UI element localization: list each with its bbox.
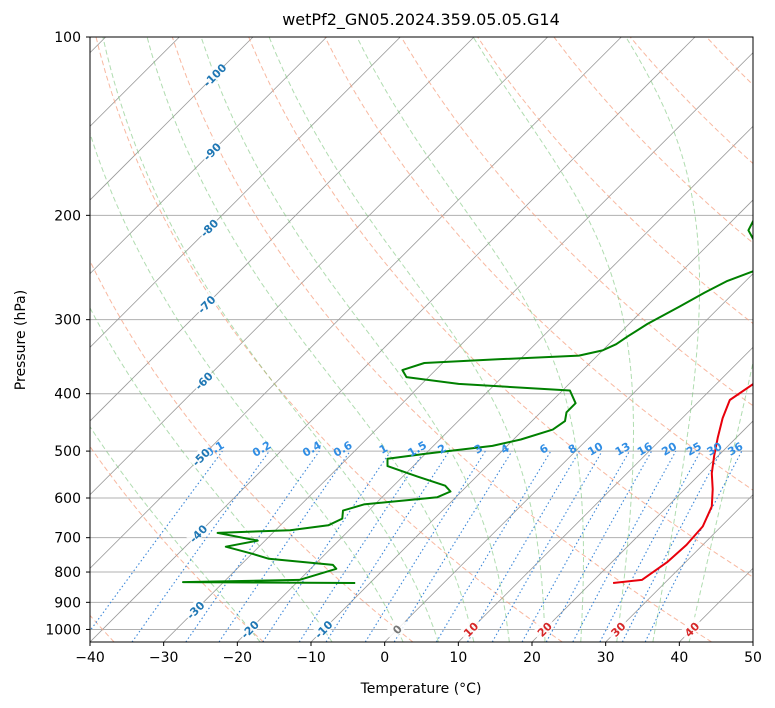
isotherm-label-bg — [199, 138, 224, 163]
isotherm-line — [384, 273, 753, 642]
dry-adiabat — [171, 37, 712, 642]
y-tick-label: 900 — [54, 595, 81, 611]
isotherm-line — [90, 37, 475, 422]
y-axis-title: Pressure (hPa) — [13, 290, 29, 390]
y-tick-label: 800 — [54, 565, 81, 581]
isotherm-line — [163, 52, 753, 642]
moist-adiabat — [90, 425, 261, 642]
dry-adiabat — [553, 37, 753, 244]
isotherm-label-bg — [188, 444, 213, 469]
dry-adiabat — [477, 37, 753, 325]
dry-adiabat — [95, 37, 563, 642]
isotherm-label-bg — [531, 616, 556, 641]
mixing-ratio-line — [393, 450, 513, 642]
mixing-ratio-line — [185, 450, 320, 642]
isotherm-line — [458, 346, 753, 642]
mixing-ratio-line — [521, 450, 630, 642]
isotherm-label-bg — [185, 520, 210, 546]
y-tick-label: 400 — [54, 387, 81, 403]
x-axis: −40 −30 −20 −10 0 10 20 30 40 50 — [75, 642, 762, 666]
x-tick-label: 50 — [744, 650, 762, 666]
y-tick-label: 500 — [54, 444, 81, 460]
isotherm-label-bg — [182, 597, 207, 622]
isotherm-label-bg — [196, 215, 221, 240]
y-tick-label: 200 — [54, 208, 81, 224]
x-axis-title: Temperature (°C) — [360, 681, 482, 697]
isotherm-line — [90, 37, 401, 348]
isotherm-label-bg — [384, 616, 409, 641]
x-tick-label: −30 — [149, 650, 179, 666]
mixing-ratio-line — [298, 450, 425, 642]
moist-adiabat — [625, 37, 701, 642]
isotherm-line — [90, 37, 254, 201]
dry-adiabat — [248, 37, 753, 578]
moist-adiabat — [90, 306, 333, 642]
chart-title: wetPf2_GN05.2024.359.05.05.G14 — [282, 10, 560, 30]
moist-adiabat — [688, 360, 753, 642]
mixing-ratio-line — [262, 450, 392, 642]
x-tick-label: 30 — [597, 650, 615, 666]
x-tick-label: −10 — [296, 650, 326, 666]
y-tick-label: 600 — [54, 491, 81, 507]
isotherm-label-bg — [679, 616, 704, 641]
dry-adiabat — [324, 37, 753, 491]
isotherm-label-bg — [458, 616, 483, 641]
mixing-ratio-line — [545, 450, 653, 642]
moist-adiabat — [90, 131, 404, 642]
isotherm-label-bg — [237, 616, 262, 641]
moist-adiabat — [472, 37, 634, 642]
isotherm-label-bg — [605, 616, 630, 641]
isotherm-label-bg — [310, 616, 335, 641]
isotherm-label-bg — [202, 62, 227, 87]
plot-frame — [89, 36, 754, 643]
isotherm-line — [237, 125, 753, 642]
thermo-overlays — [90, 37, 753, 642]
dry-adiabat — [90, 259, 414, 642]
x-tick-label: −20 — [223, 650, 253, 666]
mixing-ratio-line — [644, 450, 743, 642]
y-tick-label: 700 — [54, 531, 81, 547]
mixing-ratio-line — [572, 450, 677, 642]
isotherm-line — [310, 199, 753, 642]
isotherm-label-bg — [191, 368, 216, 393]
mixing-ratio-line — [131, 450, 270, 642]
x-tick-label: −40 — [75, 650, 105, 666]
y-tick-label: 1000 — [45, 622, 81, 638]
x-tick-label: 10 — [449, 650, 467, 666]
mixing-ratio-line — [90, 450, 223, 632]
isotherm-line — [90, 37, 622, 569]
profile-series — [182, 219, 753, 584]
x-tick-label: 20 — [523, 650, 541, 666]
isotherm-line — [605, 494, 753, 642]
x-tick-label: 40 — [670, 650, 688, 666]
moist-adiabat — [102, 37, 439, 642]
y-axis: 100 200 300 400 500 600 700 800 900 1000 — [45, 30, 90, 638]
mixing-ratio-line — [325, 450, 450, 642]
dewpoint-profile — [182, 219, 753, 584]
x-tick-label: 0 — [380, 650, 389, 666]
isotherm-label-bg — [193, 291, 218, 316]
moist-adiabat — [356, 37, 584, 642]
y-tick-label: 100 — [54, 30, 81, 46]
moist-adiabat — [146, 37, 475, 642]
isotherm-line — [90, 37, 327, 275]
y-tick-label: 300 — [54, 313, 81, 329]
mixing-ratio-line — [218, 450, 351, 642]
isotherm-line — [531, 420, 753, 642]
isotherm-line — [90, 37, 548, 496]
dry-adiabat — [400, 37, 753, 407]
temperature-profile — [612, 382, 753, 584]
